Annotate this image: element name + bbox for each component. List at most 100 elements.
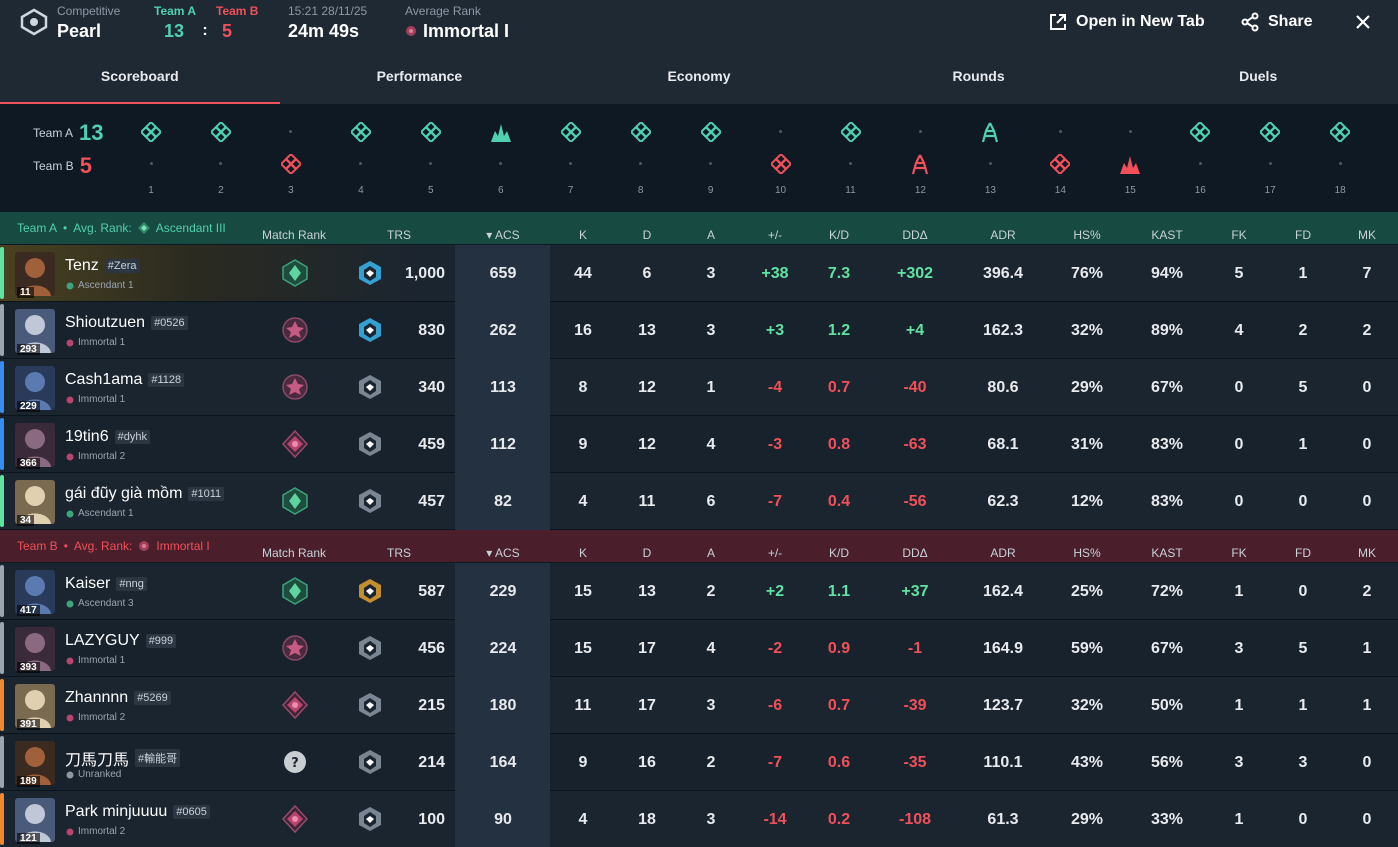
player-row[interactable]: 189 刀馬刀馬 #輸能哥 Unranked ? 214 164 9 16 2 -7 0.6… <box>0 734 1398 791</box>
round-4-team-b[interactable] <box>349 162 373 165</box>
player-row[interactable]: 366 19tin6 #dyhk Immortal 2 459 112 9 12 4 -3… <box>0 416 1398 473</box>
round-8-team-b[interactable] <box>629 162 653 165</box>
player-row[interactable]: 393 LAZYGUY #999 Immortal 1 456 224 15 17 4-… <box>0 620 1398 677</box>
player-name: Zhannnn <box>65 689 129 706</box>
round-17-team-b[interactable] <box>1258 162 1282 165</box>
stat-hs: 43% <box>1070 753 1104 771</box>
round-15-team-a[interactable] <box>1118 130 1142 133</box>
player-name-block[interactable]: Zhannnn #5269 <box>65 689 171 707</box>
column-header-acs[interactable]: ▾ ACS <box>463 546 543 560</box>
team-a-avg-rank: Ascendant III <box>155 221 226 235</box>
round-17-team-a[interactable] <box>1258 120 1282 147</box>
column-header-adr: ADR <box>963 228 1043 242</box>
player-tag: #1011 <box>188 487 225 501</box>
acs-highlight <box>455 359 550 416</box>
round-1-team-b[interactable] <box>139 162 163 165</box>
round-5-team-b[interactable] <box>419 162 443 165</box>
round-9-team-b[interactable] <box>699 162 723 165</box>
stat-kast: 50% <box>1150 696 1184 714</box>
round-1-team-a[interactable] <box>139 120 163 147</box>
round-7-team-b[interactable] <box>559 162 583 165</box>
round-14-team-a[interactable] <box>1048 130 1072 133</box>
round-3-team-a[interactable] <box>279 130 303 133</box>
round-8-team-a[interactable] <box>629 120 653 147</box>
player-name-block[interactable]: 刀馬刀馬 #輸能哥 <box>65 746 181 770</box>
round-18-team-b[interactable] <box>1328 162 1352 165</box>
stat-acs: 82 <box>494 492 512 510</box>
player-name-block[interactable]: Tenz #Zera <box>65 257 140 275</box>
round-13-team-a[interactable] <box>978 122 1002 149</box>
player-name-block[interactable]: 19tin6 #dyhk <box>65 428 150 446</box>
round-15-team-b[interactable] <box>1118 154 1142 181</box>
player-name-block[interactable]: gái đũy già mồm #1011 <box>65 485 225 503</box>
team-b-separator: • <box>63 539 68 553</box>
round-10-team-b[interactable] <box>769 152 793 179</box>
player-name-block[interactable]: Kaiser #nng <box>65 575 147 593</box>
round-6-team-b[interactable] <box>489 162 513 165</box>
player-tag: #nng <box>116 577 147 591</box>
player-name-block[interactable]: Cash1ama #1128 <box>65 371 185 389</box>
stat-trs: 340 <box>418 378 445 396</box>
column-header-label: HS% <box>1073 228 1101 242</box>
player-row[interactable]: 121 Park minjuuuu #0605 Immortal 2 100 90… <box>0 791 1398 847</box>
player-tag: #5269 <box>134 691 171 705</box>
round-14-team-b[interactable] <box>1048 152 1072 179</box>
timeline-team-b: Team B 5 <box>33 153 92 179</box>
score-block: Team A Team B 13 : 5 <box>154 4 258 42</box>
round-13-team-b[interactable] <box>978 162 1002 165</box>
player-row[interactable]: 417 Kaiser #nng Ascendant 3 587 229 15 13 2 +… <box>0 563 1398 620</box>
share-button[interactable]: Share <box>1240 10 1312 34</box>
round-9-team-a[interactable] <box>699 120 723 147</box>
round-5-team-a[interactable] <box>419 120 443 147</box>
round-16-team-b[interactable] <box>1188 162 1212 165</box>
column-header-acs[interactable]: ▾ ACS <box>463 228 543 242</box>
round-number: 16 <box>1194 185 1206 196</box>
round-12-team-a[interactable] <box>908 130 932 133</box>
player-row[interactable]: 11 Tenz #Zera Ascendant 1 1,000 659 44 6 3 +3… <box>0 245 1398 302</box>
acs-highlight <box>455 416 550 473</box>
tab-duels[interactable]: Duels <box>1239 68 1278 84</box>
stat-a: 6 <box>706 492 716 510</box>
elimination-icon <box>559 120 583 144</box>
round-12-team-b[interactable] <box>908 154 932 181</box>
stat-kd: 0.2 <box>827 810 851 828</box>
column-header-label: +/- <box>767 546 783 560</box>
match-rank-icon <box>281 804 309 834</box>
round-4-team-a[interactable] <box>349 120 373 147</box>
tab-performance[interactable]: Performance <box>376 68 463 84</box>
tab-scoreboard[interactable]: Scoreboard <box>0 48 280 104</box>
close-icon[interactable] <box>1355 14 1371 30</box>
player-name-block[interactable]: LAZYGUY #999 <box>65 632 177 650</box>
player-name-block[interactable]: Shioutzuen #0526 <box>65 314 188 332</box>
player-row[interactable]: 293 Shioutzuen #0526 Immortal 1 830 262 16… <box>0 302 1398 359</box>
tab-economy[interactable]: Economy <box>667 68 731 84</box>
player-tag: #Zera <box>104 259 140 273</box>
round-2-team-a[interactable] <box>209 120 233 147</box>
player-row[interactable]: 34 gái đũy già mồm #1011 Ascendant 1 457… <box>0 473 1398 530</box>
player-row[interactable]: 391 Zhannnn #5269 Immortal 2 215 180 11 17 3… <box>0 677 1398 734</box>
round-7-team-a[interactable] <box>559 120 583 147</box>
player-name-block[interactable]: Park minjuuuu #0605 <box>65 803 210 821</box>
round-number: 4 <box>358 185 364 196</box>
round-18-team-a[interactable] <box>1328 120 1352 147</box>
round-10-team-a[interactable] <box>769 130 793 133</box>
tab-rounds[interactable]: Rounds <box>952 68 1005 84</box>
agent-role-accent <box>0 565 4 617</box>
spike-detonate-icon <box>1120 156 1141 174</box>
round-11-team-b[interactable] <box>839 162 863 165</box>
round-6-team-a[interactable] <box>489 122 513 149</box>
stat-hs: 29% <box>1070 810 1104 828</box>
player-tag: #0605 <box>173 805 210 819</box>
round-2-team-b[interactable] <box>209 162 233 165</box>
stat-mk: 1 <box>1362 639 1372 657</box>
tab-bar: Scoreboard Performance Economy Rounds Du… <box>0 48 1398 104</box>
player-row[interactable]: 229 Cash1ama #1128 Immortal 1 340 113 8 12 1… <box>0 359 1398 416</box>
round-11-team-a[interactable] <box>839 120 863 147</box>
player-tag: #dyhk <box>114 430 150 444</box>
round-3-team-b[interactable] <box>279 152 303 179</box>
empty-round-dot <box>219 162 223 165</box>
open-new-tab-button[interactable]: Open in New Tab <box>1048 10 1205 34</box>
round-16-team-a[interactable] <box>1188 120 1212 147</box>
stat-k: 11 <box>574 696 592 714</box>
player-rank: Immortal 2 <box>66 826 125 837</box>
